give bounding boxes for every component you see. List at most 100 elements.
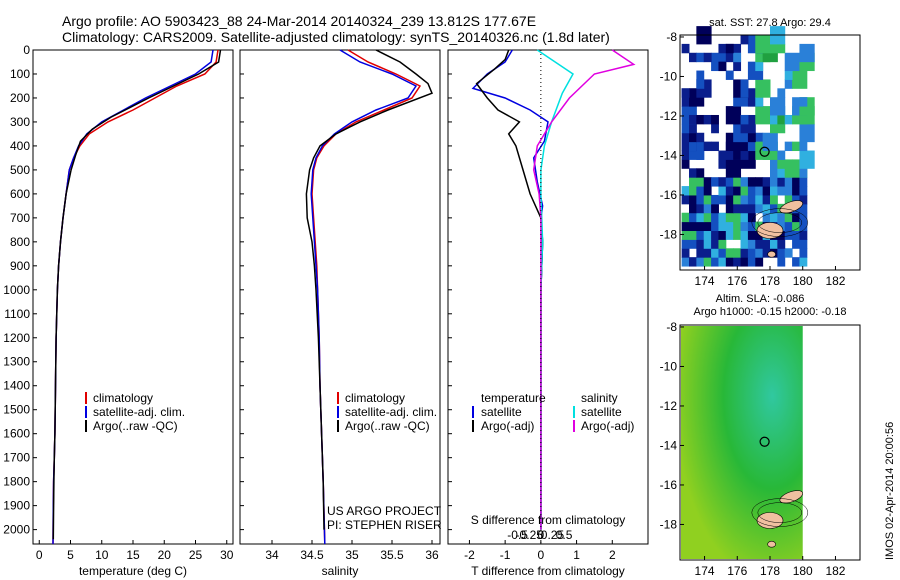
sst-pixel <box>718 221 727 232</box>
depth-tick-label: 1900 <box>3 499 30 513</box>
temperature-panel: 0 5 10 15 20 25 30 <box>36 49 234 562</box>
depth-contour <box>751 498 809 527</box>
argo-line <box>305 49 433 530</box>
sst-pixel <box>689 212 697 223</box>
x-tick-label: 10 <box>95 548 109 562</box>
sst-pixel <box>740 221 749 232</box>
sst-pixel <box>725 43 734 54</box>
sst-pixel <box>792 212 800 223</box>
sst-pixel <box>733 61 742 72</box>
sst-pixel <box>696 70 705 80</box>
sst-pixel <box>799 177 808 187</box>
sst-pixel <box>762 132 778 152</box>
sst-pixel <box>762 177 771 187</box>
sst-pixel <box>696 230 705 240</box>
sst-pixel <box>784 230 793 240</box>
sst-pixel <box>725 159 734 169</box>
sst-pixel <box>711 141 719 152</box>
sst-pixel <box>777 159 786 169</box>
difference-legend: temperature satellite Argo(-adj) salinit… <box>472 391 634 433</box>
depth-tick-label: 300 <box>10 115 30 129</box>
sst-pixel <box>784 186 793 196</box>
sst-pixel <box>762 35 771 45</box>
difference-top-xlabel: S difference from climatology <box>471 513 626 527</box>
lon-tick-label: 174 <box>695 564 715 578</box>
x-tick-label: 36 <box>425 548 439 562</box>
depth-tick-label: 900 <box>10 259 30 273</box>
sst-pixel <box>696 132 705 143</box>
sst-pixel <box>777 212 786 223</box>
sst-pixel <box>711 114 719 125</box>
sst-pixel <box>696 212 705 223</box>
sst-pixel <box>689 177 697 187</box>
lon-tick-label: 176 <box>727 274 747 288</box>
sst-pixel <box>740 212 749 223</box>
sst-pixel <box>696 239 705 249</box>
legend-satellite: satellite-adj. clim. <box>345 405 437 419</box>
sst-pixel <box>784 221 793 232</box>
sst-pixel <box>703 248 712 258</box>
legend-salinity-heading: salinity <box>581 391 618 405</box>
depth-tick-label: 0 <box>23 43 30 57</box>
lat-tick-label: -18 <box>660 517 678 531</box>
sst-pixel <box>747 221 756 232</box>
sst-pixel <box>755 186 764 196</box>
lon-tick-label: 182 <box>825 274 845 288</box>
sst-pixel <box>725 212 734 223</box>
sst-pixel <box>799 221 808 232</box>
sst-pixel <box>755 97 764 107</box>
lat-tick-label: -10 <box>660 359 678 373</box>
sst-pixel <box>725 248 734 258</box>
sst-pixel <box>733 186 742 196</box>
legend-argo: Argo(..raw -QC) <box>93 419 178 433</box>
argo-position-marker <box>759 436 770 447</box>
sst-pixel <box>755 257 764 267</box>
climatology-line <box>311 49 422 545</box>
sst-pixel <box>784 168 793 178</box>
x-tick-label: 30 <box>220 548 234 562</box>
sst-map-title: sat. SST: 27.8 Argo: 29.4 <box>709 17 831 29</box>
sst-pixel <box>703 221 712 232</box>
sst-pixel <box>689 168 697 178</box>
sst-pixel <box>681 221 690 232</box>
sst-pixel <box>799 168 808 178</box>
sst-pixel <box>777 88 786 98</box>
legend-t-argo: Argo(-adj) <box>481 419 534 433</box>
lat-tick-label: -10 <box>660 69 678 83</box>
x-tick-label: 35 <box>345 548 359 562</box>
sst-pixel <box>733 150 742 160</box>
sst-pixel <box>740 88 749 98</box>
sst-pixel <box>689 132 697 143</box>
sst-pixel <box>792 186 800 196</box>
sst-pixel <box>681 186 690 196</box>
sst-pixel <box>799 230 808 240</box>
sst-pixel <box>696 194 705 205</box>
sst-map: 174 176 178 180 182 -8 -10 -12 -14 -16 -18 <box>660 26 861 288</box>
sst-pixel <box>762 239 771 249</box>
x-tick-label: 1 <box>573 548 580 562</box>
sst-pixel <box>777 257 786 267</box>
sst-pixel <box>747 230 756 240</box>
sst-pixel <box>799 257 808 267</box>
sst-pixel <box>681 194 690 205</box>
x-tick-label: -2 <box>464 548 475 562</box>
sst-pixel <box>733 257 742 267</box>
difference-panel-frame <box>447 49 649 545</box>
sst-pixel <box>762 194 771 205</box>
sst-pixel <box>711 230 719 240</box>
depth-tick-label: 1100 <box>4 307 30 321</box>
sst-pixel <box>784 114 793 125</box>
sst-pixel <box>799 239 808 249</box>
sst-pixel <box>733 221 742 232</box>
sst-pixel <box>689 194 697 205</box>
s-diff-tick-label: 0.25 <box>541 528 565 542</box>
sst-pixel <box>799 186 808 196</box>
lat-tick-label: -14 <box>660 438 678 452</box>
sla-map-title: Altim. SLA: -0.086 <box>716 293 805 305</box>
sst-pixel <box>681 230 690 240</box>
sst-pixel <box>718 150 727 160</box>
legend-climatology: climatology <box>93 391 153 405</box>
sst-pixel <box>703 141 712 152</box>
sst-pixel <box>718 239 727 249</box>
land-vanua-levu <box>779 490 803 504</box>
